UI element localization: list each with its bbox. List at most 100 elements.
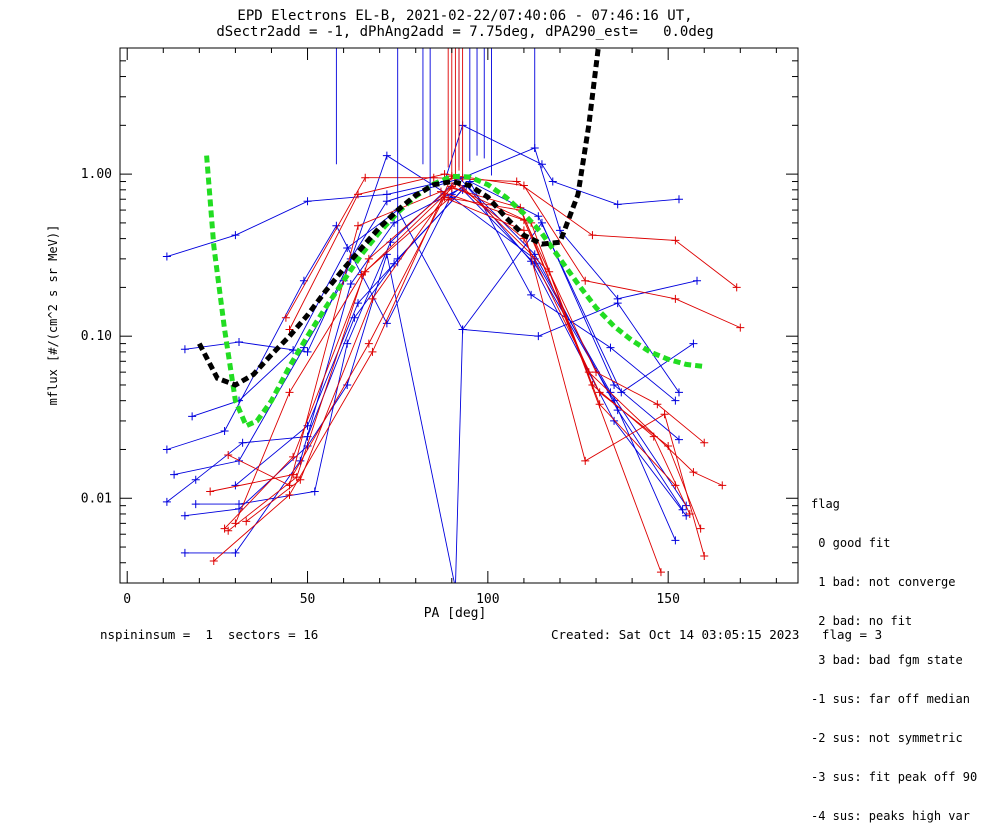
flag-legend: flag 0 good fit 1 bad: not converge 2 ba… bbox=[811, 472, 977, 836]
data-point bbox=[188, 412, 197, 421]
data-point bbox=[588, 231, 597, 240]
data-point bbox=[354, 221, 363, 230]
footer-left: nspininsum = 1 sectors = 16 bbox=[100, 627, 319, 642]
data-point bbox=[671, 236, 680, 245]
chart-subtitle: dSectr2add = -1, dPhAng2add = 7.75deg, d… bbox=[216, 24, 714, 40]
data-point bbox=[581, 276, 590, 285]
plot-frame bbox=[119, 47, 799, 584]
data-point bbox=[674, 435, 683, 444]
data-point bbox=[180, 345, 189, 354]
legend-title: flag bbox=[811, 497, 840, 511]
data-point bbox=[224, 450, 233, 459]
data-point bbox=[606, 343, 615, 352]
legend-entry: 1 bad: not converge bbox=[811, 575, 956, 589]
x-tick-label: 100 bbox=[476, 592, 499, 607]
data-point bbox=[296, 475, 305, 484]
data-point bbox=[206, 487, 215, 496]
series-line bbox=[285, 177, 737, 318]
data-point bbox=[343, 339, 352, 348]
data-point bbox=[689, 339, 698, 348]
data-point bbox=[447, 193, 456, 202]
data-point bbox=[595, 388, 604, 397]
data-point bbox=[231, 519, 240, 528]
data-point bbox=[656, 568, 665, 577]
x-tick-label: 0 bbox=[123, 592, 131, 607]
data-point bbox=[191, 500, 200, 509]
axes-layer: 0 50 100 150 0.01 0.10 1.00 bbox=[81, 48, 798, 607]
data-point bbox=[354, 299, 363, 308]
series-line bbox=[184, 185, 687, 554]
series-line bbox=[166, 189, 676, 541]
data-point bbox=[678, 505, 687, 514]
data-point bbox=[592, 368, 601, 377]
x-tick-label: 150 bbox=[656, 592, 679, 607]
data-point bbox=[162, 445, 171, 454]
data-point bbox=[231, 548, 240, 557]
y-tick-label: 0.01 bbox=[81, 491, 112, 506]
data-point bbox=[346, 279, 355, 288]
series-line bbox=[234, 198, 705, 557]
data-point bbox=[610, 380, 619, 389]
legend-entry: 0 good fit bbox=[811, 536, 891, 550]
data-point bbox=[736, 323, 745, 332]
data-point bbox=[581, 456, 590, 465]
data-point bbox=[368, 347, 377, 356]
data-point bbox=[231, 231, 240, 240]
data-point bbox=[674, 195, 683, 204]
series-line bbox=[213, 175, 662, 573]
chart-title: EPD Electrons EL-B, 2021-02-22/07:40:06 … bbox=[237, 8, 693, 24]
footer-right: Created: Sat Oct 14 03:05:15 2023 flag =… bbox=[551, 627, 883, 642]
legend-entry: -2 sus: not symmetric bbox=[811, 731, 963, 745]
legend-entry: -3 sus: fit peak off 90 bbox=[811, 770, 978, 784]
data-point bbox=[224, 526, 233, 535]
series-line bbox=[184, 147, 698, 353]
data-point bbox=[310, 487, 319, 496]
legend-entry: 3 bad: bad fgm state bbox=[811, 653, 963, 667]
black-fit-curve bbox=[197, 48, 601, 388]
data-point bbox=[191, 475, 200, 484]
data-point bbox=[180, 548, 189, 557]
x-axis-label: PA [deg] bbox=[424, 606, 487, 621]
x-tick-label: 50 bbox=[300, 592, 316, 607]
data-point bbox=[180, 511, 189, 520]
data-point bbox=[534, 332, 543, 341]
legend-entry: -4 sus: peaks high var bbox=[811, 809, 970, 823]
data-point bbox=[361, 173, 370, 182]
series-line bbox=[195, 177, 683, 510]
data-point bbox=[447, 182, 456, 191]
data-point bbox=[674, 388, 683, 397]
data-point bbox=[613, 200, 622, 209]
data-point bbox=[382, 190, 391, 199]
data-point bbox=[238, 438, 247, 447]
data-point bbox=[357, 270, 366, 279]
data-point bbox=[613, 406, 622, 415]
data-point bbox=[436, 187, 445, 196]
data-point bbox=[368, 294, 377, 303]
data-point bbox=[382, 151, 391, 160]
data-point bbox=[235, 456, 244, 465]
data-point bbox=[732, 283, 741, 292]
y-tick-label: 0.10 bbox=[81, 329, 112, 344]
data-point bbox=[354, 190, 363, 199]
series-line bbox=[166, 124, 680, 258]
data-point bbox=[671, 396, 680, 405]
data-point bbox=[617, 388, 626, 397]
data-point bbox=[162, 497, 171, 506]
data-point bbox=[296, 456, 305, 465]
data-point bbox=[696, 524, 705, 533]
data-point bbox=[285, 388, 294, 397]
data-point bbox=[235, 338, 244, 347]
data-series-layer bbox=[162, 48, 745, 592]
data-point bbox=[653, 400, 662, 409]
data-point bbox=[281, 313, 290, 322]
data-point bbox=[671, 536, 680, 545]
data-point bbox=[451, 584, 459, 592]
data-point bbox=[610, 416, 619, 425]
fit-curves-layer bbox=[197, 48, 705, 430]
data-point bbox=[289, 452, 298, 461]
data-point bbox=[595, 400, 604, 409]
data-point bbox=[689, 468, 698, 477]
data-point bbox=[527, 290, 536, 299]
series-line bbox=[191, 209, 680, 417]
data-point bbox=[700, 552, 709, 561]
